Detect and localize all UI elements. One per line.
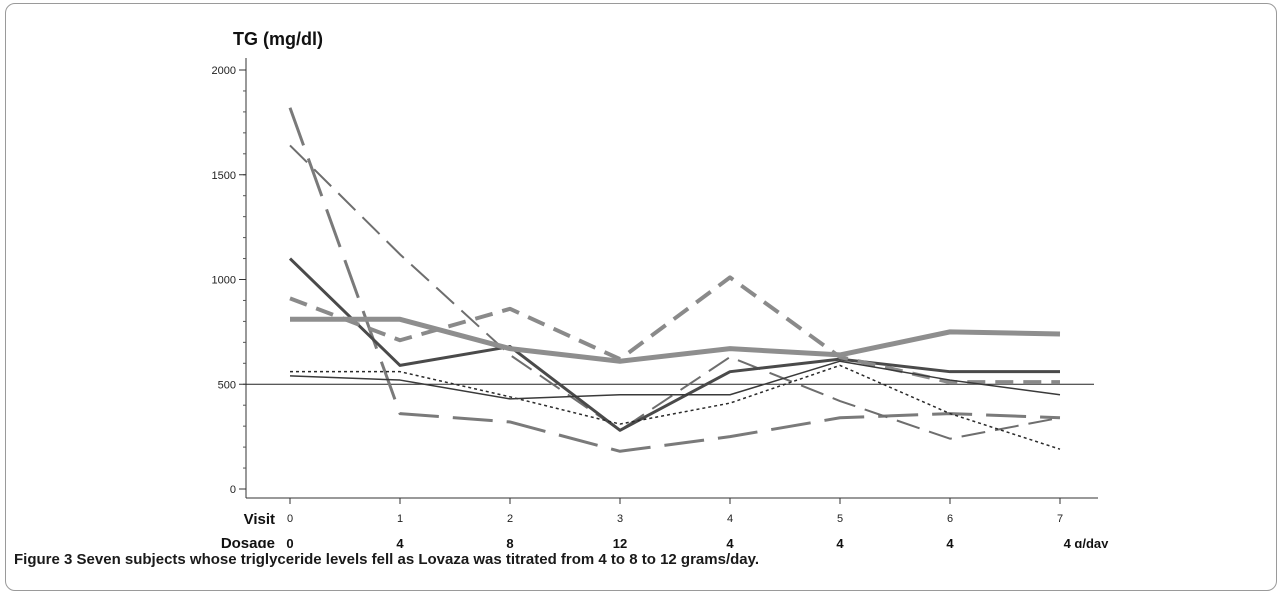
dosage-label: 12 <box>613 536 627 548</box>
series-line-4 <box>289 275 1060 385</box>
y-tick-label: 2000 <box>212 65 236 77</box>
plot-area: 0 500 1000 1500 2000 0 0 1 4 2 8 3 12 4 4 5 4 6 4 74 g/day <box>212 58 1110 548</box>
y-tick-label: 500 <box>218 379 236 391</box>
x-tick-label: 0 <box>287 513 293 525</box>
dosage-label: 4 <box>836 536 844 548</box>
dosage-label: 4 g/day <box>1064 536 1110 548</box>
figure-frame <box>5 3 1277 591</box>
x-tick-label: 1 <box>397 513 403 525</box>
x-tick-label: 4 <box>727 513 733 525</box>
x-axis-title-visit: Visit <box>244 511 275 528</box>
dosage-label: 4 <box>396 536 404 548</box>
figure-label: Figure 3 <box>14 551 73 568</box>
x-tick-label: 2 <box>507 513 513 525</box>
series-line-3 <box>288 257 1060 432</box>
y-tick-label: 1000 <box>212 275 236 287</box>
x-tick-label: 7 <box>1057 513 1063 525</box>
series-line-2 <box>289 144 1061 440</box>
dosage-label: 4 <box>946 536 954 548</box>
x-tick-label: 6 <box>947 513 953 525</box>
caption-text: Seven subjects whose triglyceride levels… <box>76 551 760 568</box>
series-line-5 <box>290 316 1061 364</box>
dosage-label: 8 <box>506 536 513 548</box>
figure-caption: Figure 3 Seven subjects whose triglyceri… <box>14 551 1264 568</box>
series-line-7 <box>289 360 1061 400</box>
dosage-label: 4 <box>726 536 734 548</box>
dosage-row-label: Dosage <box>221 535 275 548</box>
y-tick-label: 0 <box>230 484 236 496</box>
y-tick-label: 1500 <box>212 170 236 182</box>
y-axis-title: TG (mg/dl) <box>233 29 323 49</box>
dosage-label: 0 <box>286 536 293 548</box>
x-tick-label: 3 <box>617 513 623 525</box>
series-line-1 <box>288 107 1061 453</box>
tg-line-chart: TG (mg/dl) 0 500 1000 1500 2000 0 0 1 4 2 8 3 12 4 4 5 4… <box>212 29 1110 548</box>
x-tick-label: 5 <box>837 513 843 525</box>
series-line-6 <box>290 364 1061 450</box>
